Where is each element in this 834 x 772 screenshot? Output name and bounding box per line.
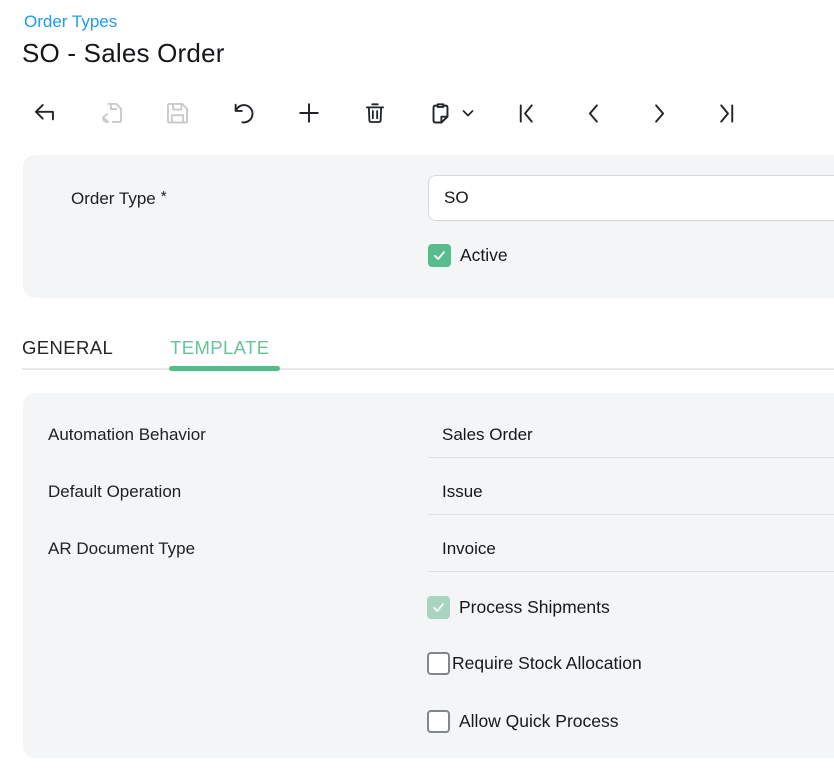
automation-behavior-underline bbox=[428, 457, 834, 458]
go-next-icon bbox=[646, 100, 673, 127]
save-icon bbox=[164, 100, 191, 127]
process-shipments-row: Process Shipments bbox=[427, 596, 610, 619]
ar-document-type-value[interactable]: Invoice bbox=[442, 539, 496, 558]
ar-document-type-label: AR Document Type bbox=[48, 539, 196, 558]
automation-behavior-value[interactable]: Sales Order bbox=[442, 425, 533, 444]
undo-button[interactable] bbox=[221, 91, 265, 135]
go-previous-button[interactable] bbox=[571, 91, 615, 135]
default-operation-value[interactable]: Issue bbox=[442, 482, 483, 501]
active-tab-indicator bbox=[169, 366, 280, 371]
default-operation-label: Default Operation bbox=[48, 482, 182, 501]
delete-icon bbox=[362, 100, 388, 126]
go-previous-icon bbox=[580, 100, 607, 127]
chevron-down-icon bbox=[460, 105, 476, 121]
order-type-input[interactable] bbox=[428, 175, 834, 221]
undo-icon bbox=[230, 100, 257, 127]
tab-template[interactable]: TEMPLATE bbox=[170, 337, 270, 358]
go-first-button[interactable] bbox=[505, 91, 549, 135]
require-stock-allocation-checkbox[interactable] bbox=[427, 652, 450, 675]
allow-quick-process-row: Allow Quick Process bbox=[427, 710, 619, 733]
order-type-label: Order Type * bbox=[71, 188, 167, 208]
template-card bbox=[23, 393, 834, 758]
clipboard-menu-button[interactable] bbox=[419, 91, 483, 135]
process-shipments-checkbox[interactable] bbox=[427, 596, 450, 619]
tab-divider bbox=[22, 368, 834, 370]
clipboard-icon bbox=[427, 100, 454, 127]
go-first-icon bbox=[514, 100, 541, 127]
allow-quick-process-checkbox[interactable] bbox=[427, 710, 450, 733]
go-last-button[interactable] bbox=[703, 91, 747, 135]
tab-general[interactable]: GENERAL bbox=[22, 337, 114, 358]
save-button[interactable] bbox=[155, 91, 199, 135]
toolbar bbox=[23, 91, 747, 135]
add-icon bbox=[295, 99, 323, 127]
process-shipments-label: Process Shipments bbox=[459, 597, 610, 617]
automation-behavior-label: Automation Behavior bbox=[48, 425, 206, 444]
ar-document-type-underline bbox=[428, 571, 834, 572]
go-next-button[interactable] bbox=[637, 91, 681, 135]
required-marker: * bbox=[160, 188, 167, 205]
require-stock-allocation-label: Require Stock Allocation bbox=[452, 653, 642, 673]
page-title: SO - Sales Order bbox=[22, 38, 225, 68]
back-button[interactable] bbox=[23, 91, 67, 135]
active-checkbox[interactable] bbox=[428, 244, 451, 267]
arrow-back-icon bbox=[32, 100, 59, 127]
require-stock-allocation-row: Require Stock Allocation bbox=[427, 652, 642, 675]
default-operation-underline bbox=[428, 514, 834, 515]
go-last-icon bbox=[712, 100, 739, 127]
save-and-close-icon bbox=[98, 100, 125, 127]
add-record-button[interactable] bbox=[287, 91, 331, 135]
active-checkbox-row: Active bbox=[428, 244, 508, 267]
delete-record-button[interactable] bbox=[353, 91, 397, 135]
active-checkbox-label: Active bbox=[460, 245, 508, 265]
breadcrumb-order-types-link[interactable]: Order Types bbox=[24, 12, 118, 31]
allow-quick-process-label: Allow Quick Process bbox=[459, 711, 619, 731]
save-and-close-button[interactable] bbox=[89, 91, 133, 135]
